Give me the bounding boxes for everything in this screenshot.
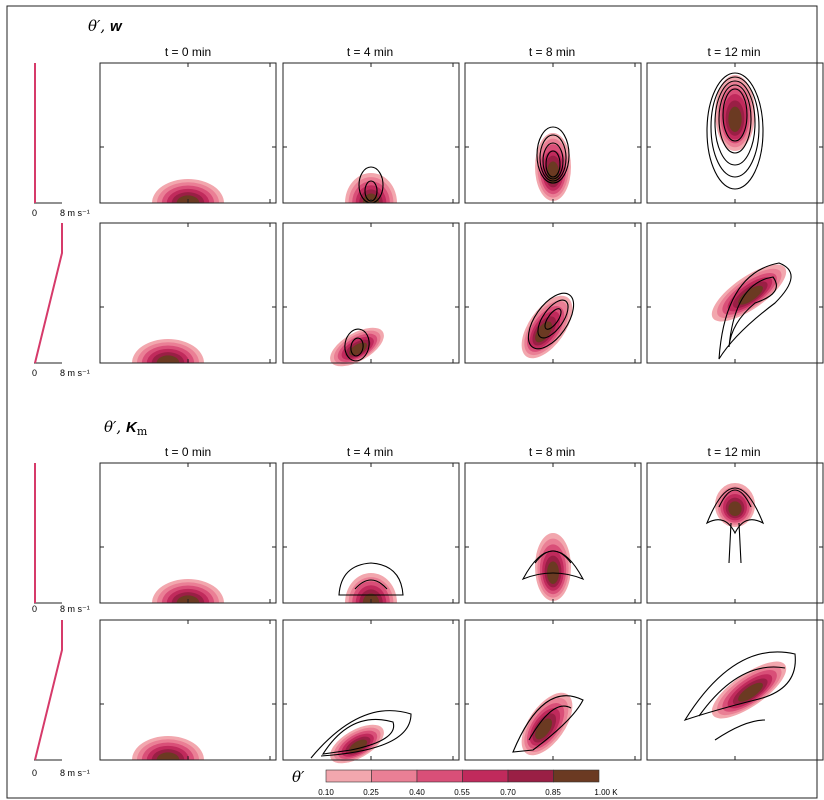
plot-panel: [464, 222, 642, 364]
panel-frame: [99, 222, 277, 364]
black-contour: [542, 142, 564, 180]
plot-panel: [464, 462, 642, 604]
col-label-t8: t = 8 min: [529, 45, 575, 59]
section-2-title: θ′, Km: [104, 418, 148, 438]
figure-border: [6, 5, 818, 799]
plot-panel: [646, 619, 824, 761]
colorbar-tick: 0.70: [500, 788, 516, 797]
col-label-t4: t = 4 min: [347, 45, 393, 59]
black-contour: [321, 718, 395, 755]
plot-panel: [282, 619, 460, 764]
colorbar-tick: 0.40: [409, 788, 425, 797]
black-contour: [705, 487, 765, 535]
theta-contour: [738, 285, 763, 305]
black-contour: [527, 292, 575, 350]
black-contour: [714, 719, 766, 741]
theta-contour: [535, 718, 553, 740]
plot-panel: [282, 462, 460, 604]
colorbar-swatch: [325, 769, 372, 783]
profile-label-zero: 0: [32, 368, 37, 378]
black-contour: [714, 80, 756, 166]
colorbar-tick: 0.85: [545, 788, 561, 797]
col-label-t0: t = 0 min: [165, 45, 211, 59]
col-label-t12: t = 12 min: [707, 445, 760, 459]
black-contour: [698, 666, 786, 717]
panel-frame: [99, 619, 277, 761]
profile-label-speed: 8 m s⁻¹: [60, 208, 90, 218]
colorbar-swatch: [507, 769, 554, 783]
colorbar-swatch: [462, 769, 509, 783]
plot-panel: [646, 62, 824, 204]
theta-contour: [728, 106, 742, 132]
theta-contour: [156, 355, 180, 363]
black-contour: [545, 150, 561, 178]
plot-panel: [99, 62, 277, 204]
black-contour: [728, 276, 777, 348]
col-label-t12: t = 12 min: [707, 45, 760, 59]
panel-grid: [99, 62, 824, 764]
colorbar-tick: 0.10: [318, 788, 334, 797]
black-contour: [728, 522, 742, 564]
black-contour: [683, 651, 796, 722]
black-contour: [534, 550, 572, 564]
black-contour: [528, 705, 572, 741]
col-label-t8: t = 8 min: [529, 445, 575, 459]
theta-contour: [362, 193, 380, 203]
black-contour: [718, 262, 792, 360]
profile-label-zero: 0: [32, 604, 37, 614]
black-contour: [350, 337, 364, 357]
wind-profiles: [34, 63, 63, 761]
plot-panel: [99, 462, 277, 604]
black-contour: [338, 562, 404, 596]
plot-panel: [464, 62, 642, 204]
black-contour: [544, 308, 562, 330]
profile-label-speed: 8 m s⁻¹: [60, 368, 90, 378]
plot-panel: [464, 619, 642, 761]
profile-label-speed: 8 m s⁻¹: [60, 768, 90, 778]
plot-panel: [646, 222, 824, 364]
colorbar-swatch: [416, 769, 463, 783]
colorbar-swatch: [371, 769, 418, 783]
wind-profile-line: [34, 223, 63, 364]
colorbar-swatch: [553, 769, 600, 783]
profile-label-zero: 0: [32, 768, 37, 778]
black-contour: [539, 134, 567, 182]
theta-contour: [535, 321, 553, 343]
black-contour: [537, 299, 569, 339]
black-contour: [310, 710, 412, 759]
black-contour: [710, 76, 760, 178]
wind-profile-line: [34, 620, 63, 761]
profile-label-zero: 0: [32, 208, 37, 218]
theta-contour: [156, 752, 180, 760]
theta-contour: [728, 501, 742, 516]
black-contour: [722, 88, 748, 142]
col-label-t4: t = 4 min: [347, 445, 393, 459]
section-1-title: θ′, w: [88, 17, 123, 35]
black-contour: [718, 489, 752, 508]
profile-label-speed: 8 m s⁻¹: [60, 604, 90, 614]
black-contour: [536, 126, 570, 184]
black-contour: [512, 695, 584, 753]
colorbar: [325, 769, 600, 783]
colorbar-tick: 0.55: [454, 788, 470, 797]
plot-panel: [282, 222, 460, 367]
black-contour: [344, 328, 370, 362]
plot-panel: [99, 222, 277, 364]
plot-panel: [282, 62, 460, 204]
black-contour: [706, 72, 764, 190]
black-contour: [354, 579, 388, 590]
col-label-t0: t = 0 min: [165, 445, 211, 459]
black-contour: [718, 84, 752, 154]
colorbar-symbol: θ′: [292, 768, 305, 786]
theta-contour: [362, 593, 380, 603]
colorbar-tick: 1.00 K: [594, 788, 618, 797]
theta-contour: [738, 682, 763, 702]
colorbar-tick: 0.25: [363, 788, 379, 797]
black-contour: [521, 550, 585, 581]
plot-panel: [646, 462, 824, 604]
plot-panel: [99, 619, 277, 761]
